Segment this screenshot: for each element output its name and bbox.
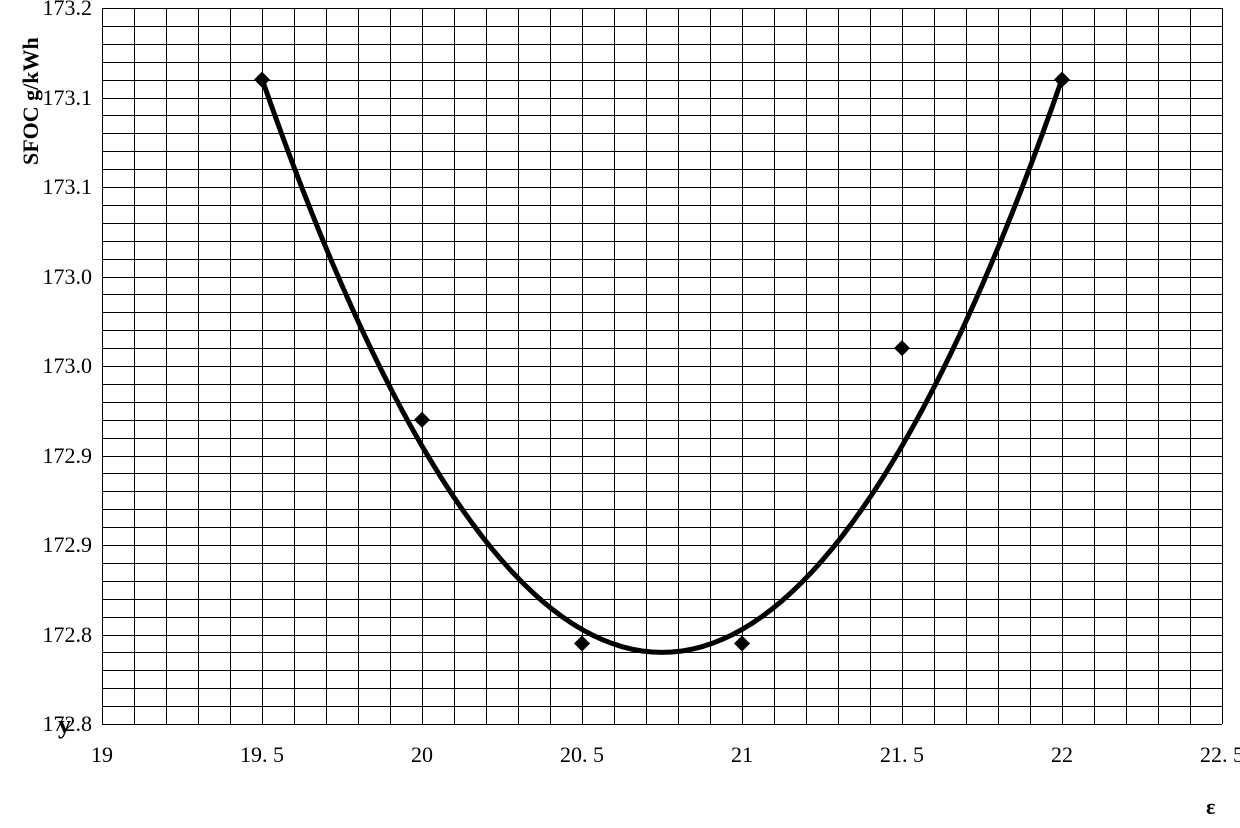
x-tick-label: 20. 5 [560,742,604,768]
x-axis-label: ε [1206,794,1215,820]
grid-line-horizontal [102,688,1222,689]
grid-line-vertical [1222,8,1223,724]
y-tick-label: 173.0 [43,353,93,379]
grid-line-horizontal [102,724,1222,725]
y-tick-label: 172.9 [43,532,93,558]
grid-line-horizontal [102,223,1222,224]
y-tick-label: 173.1 [43,85,93,111]
grid-line-horizontal [102,241,1222,242]
grid-line-horizontal [102,617,1222,618]
grid-line-horizontal [102,402,1222,403]
y-tick-label: 173.2 [43,0,93,21]
grid-line-horizontal [102,62,1222,63]
grid-line-horizontal [102,563,1222,564]
grid-line-horizontal [102,473,1222,474]
grid-line-horizontal [102,169,1222,170]
grid-line-horizontal [102,581,1222,582]
grid-line-horizontal [102,26,1222,27]
grid-line-horizontal [102,330,1222,331]
grid-line-horizontal [102,98,1222,99]
grid-line-horizontal [102,133,1222,134]
grid-line-horizontal [102,527,1222,528]
chart-container: SFOC g/kWh y ε 1919. 52020. 52121. 52222… [0,0,1240,828]
grid-line-horizontal [102,115,1222,116]
grid-line-horizontal [102,706,1222,707]
grid-line-horizontal [102,151,1222,152]
grid-line-horizontal [102,599,1222,600]
grid-line-horizontal [102,44,1222,45]
x-tick-label: 19 [91,742,113,768]
grid-line-horizontal [102,80,1222,81]
grid-line-horizontal [102,670,1222,671]
x-tick-label: 20 [411,742,433,768]
grid-line-horizontal [102,635,1222,636]
grid-line-horizontal [102,187,1222,188]
y-tick-label: 173.0 [43,264,93,290]
y-tick-label: 173.1 [43,174,93,200]
grid-line-horizontal [102,8,1222,9]
grid-line-horizontal [102,259,1222,260]
x-tick-label: 22. 5 [1200,742,1240,768]
grid-line-horizontal [102,348,1222,349]
grid-line-horizontal [102,491,1222,492]
grid-line-horizontal [102,205,1222,206]
grid-line-horizontal [102,652,1222,653]
grid-line-horizontal [102,509,1222,510]
grid-line-horizontal [102,294,1222,295]
grid-line-horizontal [102,366,1222,367]
y-tick-label: 172.8 [43,711,93,737]
y-axis-label: SFOC g/kWh [18,37,44,165]
grid-line-horizontal [102,456,1222,457]
grid-line-horizontal [102,312,1222,313]
y-tick-label: 172.8 [43,622,93,648]
x-tick-label: 21. 5 [880,742,924,768]
grid-line-horizontal [102,420,1222,421]
x-tick-label: 19. 5 [240,742,284,768]
x-tick-label: 21 [731,742,753,768]
grid-line-horizontal [102,438,1222,439]
grid-line-horizontal [102,545,1222,546]
y-tick-label: 172.9 [43,443,93,469]
grid-line-horizontal [102,384,1222,385]
x-tick-label: 22 [1051,742,1073,768]
grid-line-horizontal [102,277,1222,278]
